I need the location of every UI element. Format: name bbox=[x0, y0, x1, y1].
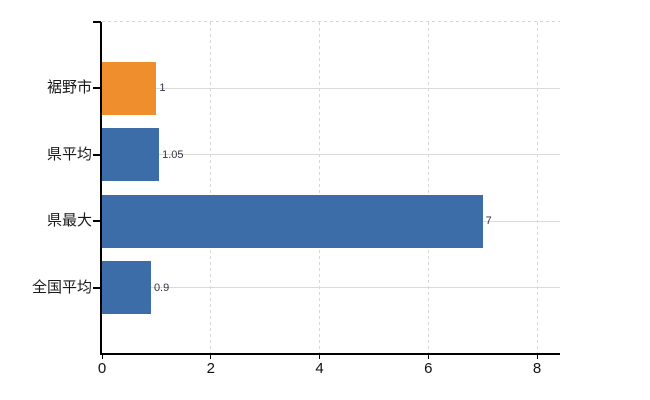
category-label: 裾野市 bbox=[46, 79, 92, 97]
x-tick-label: 8 bbox=[532, 360, 542, 377]
horizontal-gridline bbox=[102, 154, 560, 156]
x-tick bbox=[101, 355, 103, 359]
category-tick bbox=[93, 87, 101, 90]
vertical-gridline bbox=[427, 22, 429, 354]
category-tick bbox=[93, 286, 101, 289]
value-label: 7 bbox=[485, 215, 492, 228]
x-tick bbox=[319, 355, 320, 359]
bar bbox=[102, 61, 157, 115]
bar bbox=[102, 194, 483, 248]
category-label: 県平均 bbox=[46, 145, 92, 163]
bar bbox=[102, 128, 160, 182]
y-axis bbox=[100, 22, 102, 355]
x-tick-label: 6 bbox=[424, 360, 433, 377]
x-tick-label: 4 bbox=[315, 360, 324, 377]
vertical-gridline bbox=[536, 22, 538, 354]
plot-top-border bbox=[102, 21, 560, 22]
vertical-gridline bbox=[210, 22, 212, 354]
x-tick-label: 2 bbox=[206, 360, 215, 377]
category-label: 県最大 bbox=[46, 212, 92, 230]
bar bbox=[102, 261, 151, 315]
vertical-gridline bbox=[319, 22, 320, 354]
value-label: 1.05 bbox=[162, 148, 184, 161]
category-tick bbox=[93, 220, 101, 223]
x-tick bbox=[536, 355, 538, 359]
x-axis bbox=[100, 353, 560, 355]
horizontal-gridline bbox=[102, 287, 560, 289]
category-tick bbox=[93, 153, 101, 156]
y-axis-cap-tick bbox=[93, 21, 101, 23]
category-label: 全国平均 bbox=[31, 278, 92, 296]
x-tick bbox=[427, 355, 429, 359]
value-label: 0.9 bbox=[153, 281, 170, 294]
x-tick-label: 0 bbox=[97, 360, 107, 377]
horizontal-gridline bbox=[102, 87, 560, 89]
x-tick bbox=[210, 355, 212, 359]
value-label: 1 bbox=[159, 82, 166, 95]
